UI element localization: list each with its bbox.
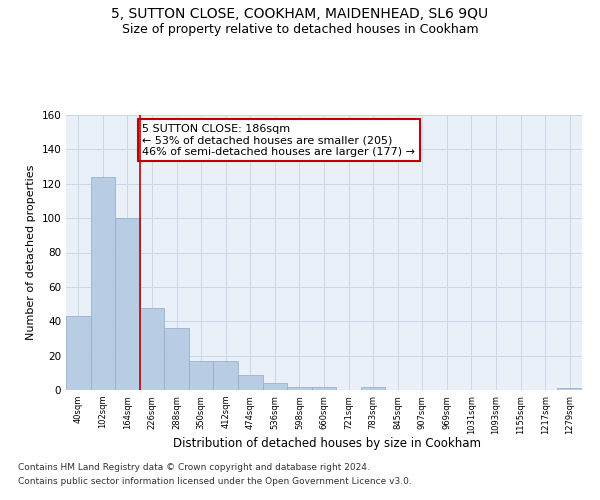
Text: Distribution of detached houses by size in Cookham: Distribution of detached houses by size … — [173, 438, 481, 450]
Text: 5 SUTTON CLOSE: 186sqm
← 53% of detached houses are smaller (205)
46% of semi-de: 5 SUTTON CLOSE: 186sqm ← 53% of detached… — [142, 124, 415, 157]
Bar — [164, 328, 189, 390]
Bar — [66, 316, 91, 390]
Bar — [189, 361, 214, 390]
Text: Size of property relative to detached houses in Cookham: Size of property relative to detached ho… — [122, 22, 478, 36]
Text: Contains HM Land Registry data © Crown copyright and database right 2024.: Contains HM Land Registry data © Crown c… — [18, 464, 370, 472]
Bar — [287, 386, 312, 390]
Bar — [115, 218, 140, 390]
Bar — [91, 177, 115, 390]
Bar — [263, 383, 287, 390]
Bar — [557, 388, 582, 390]
Bar — [140, 308, 164, 390]
Bar — [238, 374, 263, 390]
Bar — [312, 386, 336, 390]
Text: Contains public sector information licensed under the Open Government Licence v3: Contains public sector information licen… — [18, 477, 412, 486]
Bar — [361, 386, 385, 390]
Text: 5, SUTTON CLOSE, COOKHAM, MAIDENHEAD, SL6 9QU: 5, SUTTON CLOSE, COOKHAM, MAIDENHEAD, SL… — [112, 8, 488, 22]
Bar — [214, 361, 238, 390]
Y-axis label: Number of detached properties: Number of detached properties — [26, 165, 36, 340]
